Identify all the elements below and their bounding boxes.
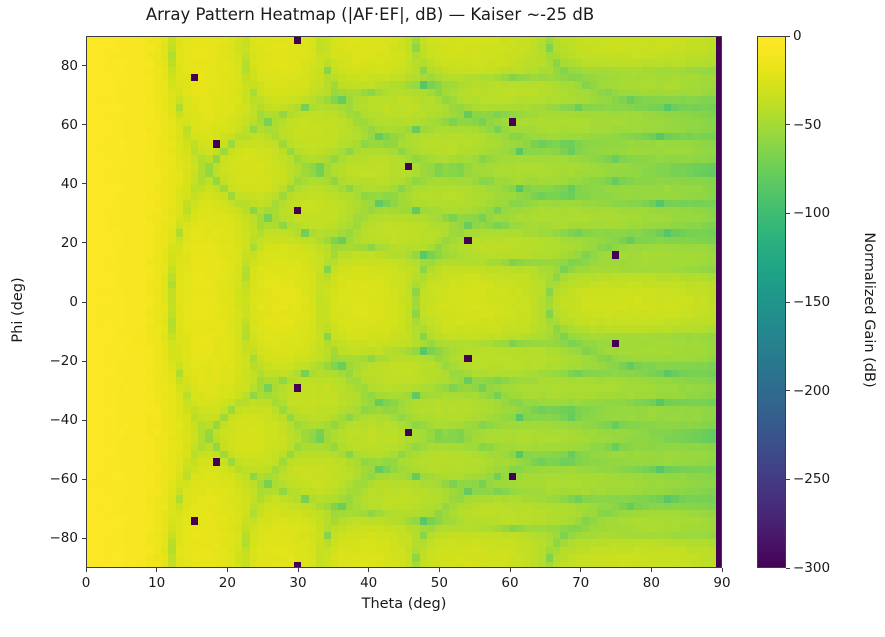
colorbar-tick bbox=[786, 390, 790, 392]
heatmap-image bbox=[87, 37, 721, 567]
colorbar-title: Normalized Gain (dB) bbox=[861, 232, 877, 388]
colorbar-axes[interactable] bbox=[757, 36, 786, 568]
x-tick bbox=[297, 568, 299, 572]
colorbar-tick-label: −100 bbox=[793, 205, 831, 222]
colorbar-tick bbox=[786, 212, 790, 214]
y-tick-label: 80 bbox=[60, 57, 78, 74]
y-tick bbox=[82, 65, 86, 67]
x-tick-label: 90 bbox=[713, 575, 731, 591]
colorbar-tick-label: −200 bbox=[793, 382, 831, 399]
x-tick-label: 40 bbox=[360, 575, 378, 591]
x-tick bbox=[368, 568, 370, 572]
y-tick-label: 60 bbox=[60, 116, 78, 133]
y-tick bbox=[82, 360, 86, 362]
x-tick bbox=[650, 568, 652, 572]
y-tick bbox=[82, 301, 86, 303]
y-tick-label: 0 bbox=[69, 294, 78, 310]
x-tick-label: 60 bbox=[501, 575, 519, 591]
y-tick-label: 40 bbox=[60, 175, 78, 192]
y-tick-label: −80 bbox=[49, 530, 79, 547]
x-tick-label: 20 bbox=[218, 575, 236, 591]
colorbar-tick bbox=[786, 301, 790, 303]
colorbar-tick-label: −150 bbox=[793, 294, 831, 310]
colorbar-tick-label: −300 bbox=[793, 560, 831, 576]
y-tick bbox=[82, 183, 86, 185]
colorbar-tick-label: 0 bbox=[793, 28, 802, 44]
y-tick bbox=[82, 478, 86, 480]
y-tick-label: −60 bbox=[49, 471, 79, 488]
y-tick bbox=[82, 537, 86, 540]
x-tick bbox=[156, 568, 158, 572]
y-tick bbox=[82, 419, 86, 421]
chart-title: Array Pattern Heatmap (|AF·EF|, dB) — Ka… bbox=[145, 5, 595, 24]
colorbar-tick bbox=[786, 35, 790, 37]
colorbar-tick-label: −250 bbox=[793, 471, 831, 488]
y-tick-label: 20 bbox=[60, 234, 78, 251]
x-tick-label: 0 bbox=[81, 575, 91, 591]
colorbar-tick-label: −50 bbox=[793, 116, 822, 133]
colorbar-tick bbox=[786, 124, 790, 126]
x-tick-label: 10 bbox=[148, 575, 166, 591]
y-tick-label: −20 bbox=[49, 353, 79, 370]
y-tick bbox=[82, 124, 86, 126]
x-tick bbox=[226, 568, 228, 572]
y-axis-title: Phi (deg) bbox=[10, 277, 26, 343]
x-tick bbox=[438, 568, 440, 572]
x-tick-label: 80 bbox=[642, 575, 660, 591]
colorbar-tick bbox=[786, 567, 790, 569]
x-tick bbox=[580, 568, 582, 572]
x-tick-label: 30 bbox=[289, 575, 307, 591]
x-tick-label: 50 bbox=[430, 575, 448, 591]
heatmap-axes[interactable] bbox=[86, 36, 722, 568]
y-tick-label: −40 bbox=[49, 412, 79, 429]
x-tick bbox=[721, 568, 723, 572]
colorbar-gradient bbox=[758, 37, 785, 567]
x-tick bbox=[85, 568, 87, 572]
x-axis-title: Theta (deg) bbox=[361, 596, 447, 612]
colorbar-tick bbox=[786, 478, 790, 480]
y-tick bbox=[82, 242, 86, 244]
x-tick bbox=[509, 568, 511, 572]
x-tick-label: 70 bbox=[572, 575, 590, 591]
